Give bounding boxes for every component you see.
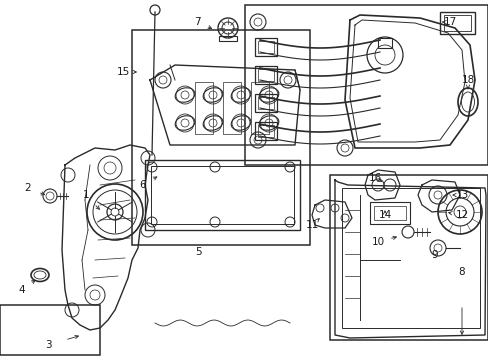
Text: 13: 13 [454,190,468,200]
Text: 17: 17 [443,17,456,27]
Bar [258,41,273,53]
Bar [369,202,409,224]
Bar [439,12,474,34]
Bar [151,166,293,224]
Bar [258,125,273,137]
Bar [195,82,213,134]
Text: 9: 9 [431,250,437,260]
Bar [254,122,276,140]
Bar [254,66,276,84]
Text: 2: 2 [24,183,31,193]
Text: 15: 15 [116,67,129,77]
Text: 3: 3 [44,340,51,350]
Bar [223,82,241,134]
Bar [329,175,487,340]
Text: 12: 12 [454,210,468,220]
Bar [258,97,273,109]
Text: 4: 4 [19,285,25,295]
Text: 8: 8 [458,267,465,277]
Bar [250,82,268,134]
Text: 18: 18 [461,75,474,85]
Text: 6: 6 [140,180,146,190]
Bar [258,69,273,81]
Bar [244,5,487,165]
Bar [132,30,309,245]
Bar [0,305,100,355]
Text: 16: 16 [367,173,381,183]
Text: 5: 5 [195,247,202,257]
Bar [254,38,276,56]
Bar [219,36,237,41]
Text: 11: 11 [305,220,318,230]
Bar [254,94,276,112]
Bar [145,160,299,230]
Text: 10: 10 [371,237,384,247]
Text: 1: 1 [82,190,89,200]
Bar [373,206,405,220]
Bar [443,15,470,31]
Text: 7: 7 [193,17,200,27]
Text: 14: 14 [378,210,391,220]
Bar [341,188,479,328]
Bar [377,38,391,48]
